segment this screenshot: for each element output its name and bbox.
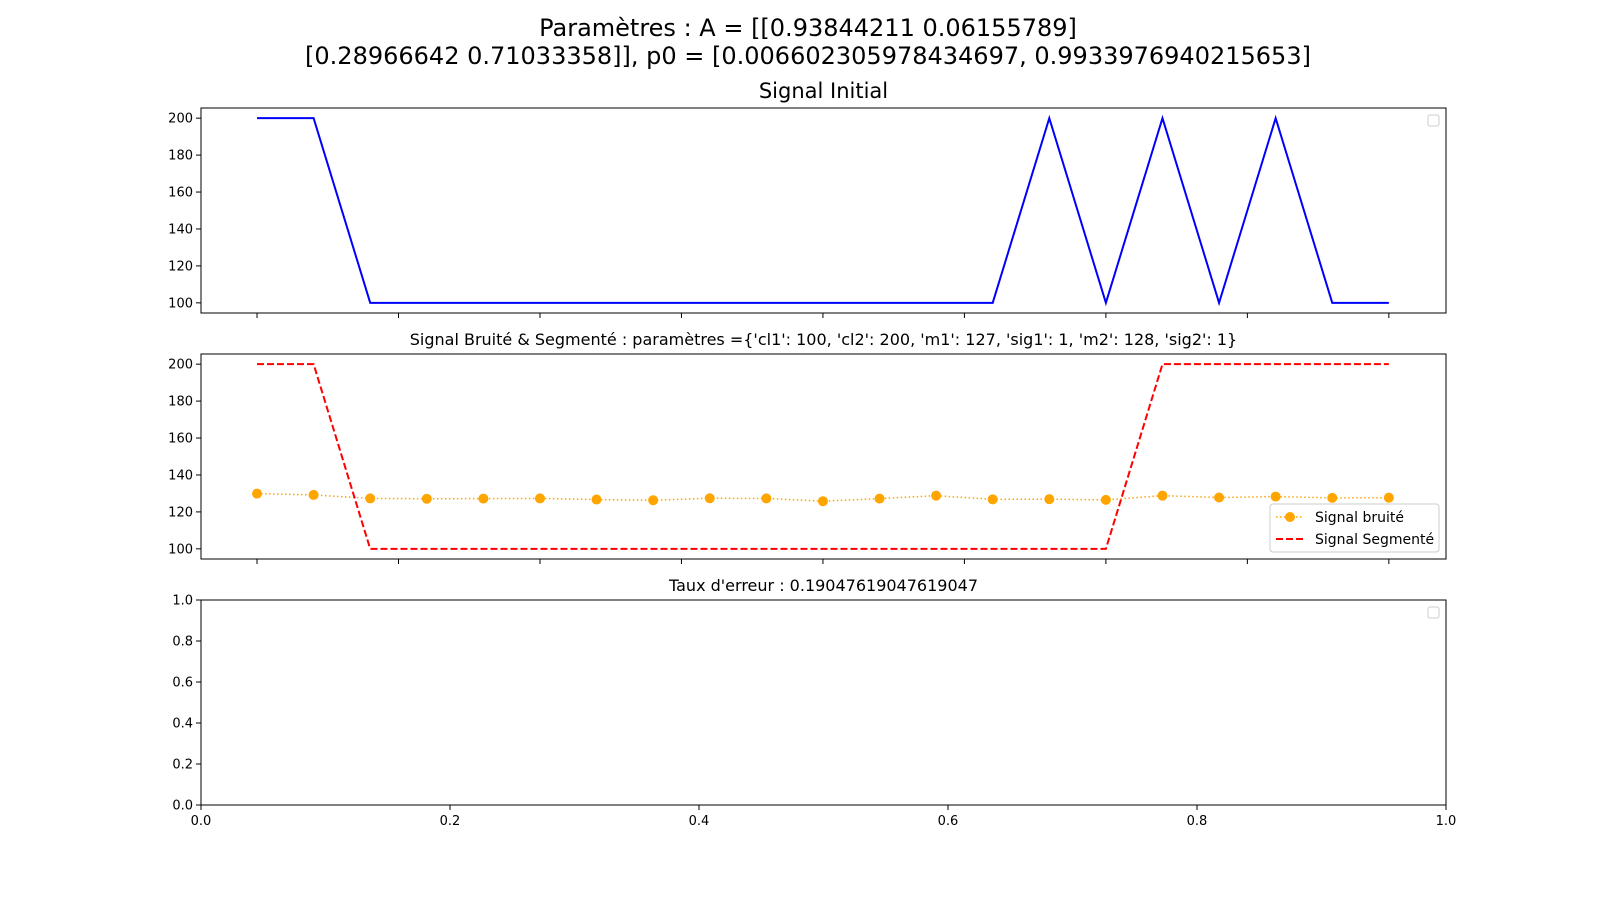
legend-box-empty: [1427, 606, 1440, 619]
data-point: [1100, 494, 1111, 505]
data-point: [1270, 491, 1281, 502]
y-tick-label: 180: [168, 395, 193, 410]
y-tick-label: 100: [168, 296, 193, 311]
y-tick-label: 100: [168, 542, 193, 557]
data-point: [761, 493, 772, 504]
y-tick-label: 140: [168, 222, 193, 237]
x-tick-label: 1.0: [1436, 814, 1457, 829]
subplot-title: Taux d'erreur : 0.19047619047619047: [668, 576, 978, 595]
data-point: [648, 495, 659, 506]
y-tick-label: 200: [168, 112, 193, 127]
y-tick-label: 140: [168, 468, 193, 483]
data-point: [704, 493, 715, 504]
plot-area: 100 120 140 160 180 200: [168, 358, 1394, 564]
y-tick-label: 0.0: [172, 799, 193, 814]
data-point: [478, 493, 489, 504]
y-tick-label: 0.2: [172, 758, 193, 773]
data-point: [817, 496, 828, 507]
data-point: [1327, 492, 1338, 503]
y-tick-label: 200: [168, 358, 193, 373]
subplot-signal-initial: Signal Initial 100 120 140 160 180 200: [168, 79, 1447, 318]
data-point: [1044, 494, 1055, 505]
suptitle-line-2: [0.28966642 0.71033358]], p0 = [0.006602…: [305, 42, 1311, 70]
subplot-title: Signal Bruité & Segmenté : paramètres ={…: [410, 330, 1237, 349]
plot-area: 0.0 0.2 0.4 0.6 0.8 1.0 0.0 0.2 0.4 0.6 0.8 1.0: [172, 594, 1456, 830]
x-tick-label: 0.2: [440, 814, 461, 829]
data-point: [421, 493, 432, 504]
legend-label-signal-bruite: Signal bruité: [1315, 510, 1404, 526]
y-tick-label: 120: [168, 505, 193, 520]
y-tick-label: 0.6: [172, 676, 193, 691]
data-point: [534, 493, 545, 504]
data-point: [308, 489, 319, 500]
data-point: [931, 490, 942, 501]
x-tick-label: 0.8: [1187, 814, 1208, 829]
plot-area: 100 120 140 160 180 200: [168, 112, 1390, 318]
y-tick-label: 160: [168, 186, 193, 201]
legend: Signal bruité Signal Segmenté: [1269, 503, 1440, 553]
axes-frame: [200, 353, 1447, 560]
series-line-1: [257, 363, 1389, 550]
legend-label-signal-segmente: Signal Segmenté: [1315, 532, 1434, 548]
y-tick-label: 180: [168, 149, 193, 164]
subplot-signal-bruite-segmente: Signal Bruité & Segmenté : paramètres ={…: [168, 330, 1447, 564]
subplot-title: Signal Initial: [759, 79, 888, 103]
data-point: [1214, 492, 1225, 503]
data-point: [1383, 492, 1394, 503]
x-tick-label: 0.6: [938, 814, 959, 829]
x-tick-label: 0.4: [689, 814, 710, 829]
y-tick-label: 160: [168, 432, 193, 447]
data-point: [1157, 490, 1168, 501]
subplot-taux-erreur: Taux d'erreur : 0.19047619047619047 0.00…: [172, 576, 1456, 829]
y-tick-label: 120: [168, 259, 193, 274]
series-line-0: [257, 492, 1389, 502]
data-point: [365, 493, 376, 504]
y-tick-label: 0.8: [172, 635, 193, 650]
series-line-0: [257, 114, 1389, 307]
data-point: [252, 488, 263, 499]
data-point: [987, 494, 998, 505]
legend-frame: [1269, 503, 1440, 553]
axes-frame: [200, 599, 1447, 806]
y-tick-label: 1.0: [172, 594, 193, 609]
legend-box-empty: [1427, 114, 1440, 127]
axes-frame: [200, 107, 1447, 314]
x-tick-label: 0.0: [191, 814, 212, 829]
suptitle-line-1: Paramètres : A = [[0.93844211 0.06155789…: [539, 14, 1077, 42]
legend-marker-signal-bruite: [1285, 512, 1295, 522]
data-point: [591, 494, 602, 505]
data-point: [874, 493, 885, 504]
y-tick-label: 0.4: [172, 717, 193, 732]
